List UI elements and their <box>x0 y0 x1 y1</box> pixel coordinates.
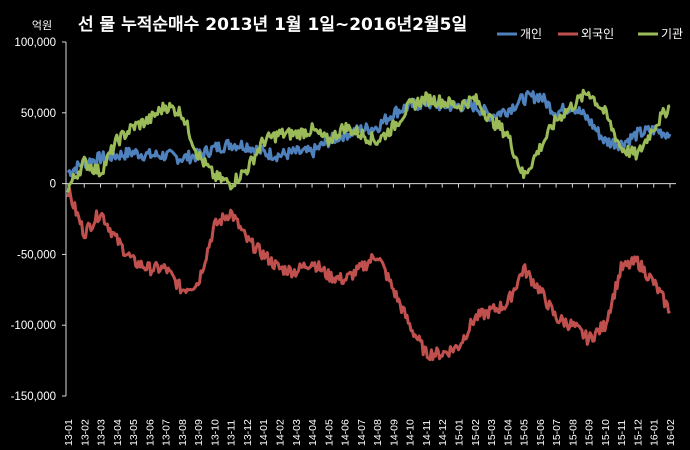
series-line-1 <box>66 90 672 177</box>
x-tick-label: 14-09 <box>388 419 400 446</box>
x-tick-label: 15-02 <box>470 419 482 446</box>
series-line-2 <box>66 186 672 362</box>
x-tick-label: 13-09 <box>193 419 205 446</box>
legend: 개인 외국인 기관 <box>497 27 683 41</box>
series-line-3 <box>66 88 671 193</box>
y-axis-ticks: 100,000 50,000 0 -50,000 -100,000 -150,000 <box>11 37 66 403</box>
x-tick-label: 14-03 <box>291 419 303 446</box>
x-tick-label: 15-12 <box>632 419 644 446</box>
x-tick-label: 14-04 <box>307 419 319 446</box>
x-tick-label: 15-06 <box>535 419 547 446</box>
y-tick-label: -150,000 <box>11 391 56 403</box>
x-tick-label: 13-01 <box>63 419 75 446</box>
x-tick-label: 15-01 <box>453 419 465 446</box>
x-tick-label: 14-02 <box>275 419 287 446</box>
legend-label: 기관 <box>661 27 683 41</box>
x-tick-label: 15-03 <box>486 419 498 446</box>
chart-title: 선 물 누적순매수 2013년 1월 1일~2016년2월5일 <box>78 15 467 35</box>
x-tick-label: 14-11 <box>421 420 433 446</box>
x-tick-label: 15-09 <box>584 419 596 446</box>
x-tick-label: 13-05 <box>128 419 140 446</box>
y-unit-label: 억원 <box>32 19 52 32</box>
x-tick-label: 13-04 <box>112 419 124 446</box>
x-tick-label: 13-06 <box>144 419 156 446</box>
x-tick-label: 13-11 <box>226 420 238 446</box>
y-tick-label: 0 <box>50 179 56 191</box>
x-tick-label: 16-01 <box>649 419 661 446</box>
y-tick-label: -100,000 <box>11 320 56 332</box>
y-tick-label: 50,000 <box>21 108 56 120</box>
x-tick-label: 13-08 <box>177 419 189 446</box>
y-tick-label: 100,000 <box>14 37 56 49</box>
x-tick-label: 14-05 <box>323 419 335 446</box>
x-tick-label: 15-10 <box>600 419 612 446</box>
x-tick-label: 13-02 <box>79 419 91 446</box>
y-tick-label: -50,000 <box>17 249 56 261</box>
x-tick-label: 16-02 <box>665 419 677 446</box>
x-tick-label: 13-10 <box>209 419 221 446</box>
legend-label: 외국인 <box>581 27 614 41</box>
series-lines <box>66 88 672 362</box>
x-tick-label: 14-07 <box>356 419 368 446</box>
x-tick-label: 14-08 <box>372 419 384 446</box>
x-tick-label: 13-03 <box>96 419 108 446</box>
x-tick-label: 13-07 <box>161 419 173 446</box>
x-tick-label: 15-08 <box>567 419 579 446</box>
x-tick-label: 15-05 <box>519 419 531 446</box>
x-tick-label: 14-06 <box>340 419 352 446</box>
x-tick-label: 14-01 <box>258 419 270 446</box>
x-tick-label: 13-12 <box>242 419 254 446</box>
x-tick-label: 15-07 <box>551 419 563 446</box>
x-tick-label: 14-12 <box>437 419 449 446</box>
legend-label: 개인 <box>520 27 542 41</box>
x-tick-label: 15-04 <box>502 419 514 446</box>
x-axis-ticks: 13-01 13-02 13-03 13-04 13-05 13-06 13-07 13-08… <box>63 183 677 446</box>
x-tick-label: 15-11 <box>616 420 628 446</box>
x-tick-label: 14-10 <box>405 419 417 446</box>
